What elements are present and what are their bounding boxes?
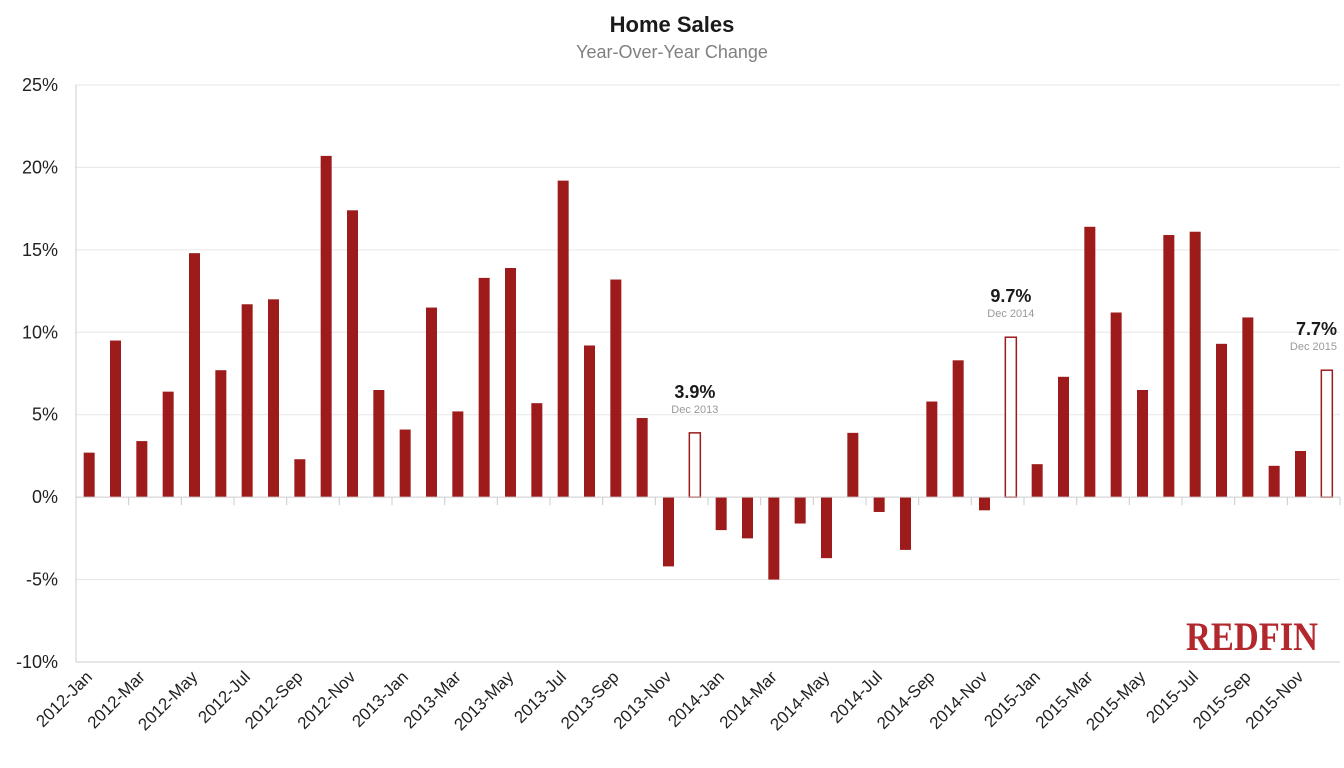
y-tick-label: 5% [32, 405, 58, 425]
bar-2012-Mar [136, 441, 148, 498]
y-tick-label: 10% [22, 322, 58, 342]
bar-2012-May [189, 253, 200, 498]
bar-2014-Jun [847, 432, 859, 498]
bar-2012-Jun [215, 370, 227, 498]
y-tick-label: -5% [26, 570, 58, 590]
annotation-value: 7.7% [1296, 319, 1337, 339]
bar-2012-Dec [373, 389, 385, 498]
bar-2014-Oct [952, 360, 964, 498]
x-axis-tick-labels: 2012-Jan2012-Mar2012-May2012-Jul2012-Sep… [32, 667, 1307, 734]
bar-2013-Feb [426, 307, 437, 498]
bar-2012-Nov [347, 210, 358, 498]
bar-2012-Sep [294, 459, 306, 498]
bar-2014-Aug [900, 497, 911, 550]
bar-2015-Jun [1163, 235, 1175, 498]
bar-2015-Aug [1216, 343, 1227, 498]
bar-2015-Mar [1084, 226, 1096, 498]
annotation-date: Dec 2014 [987, 308, 1034, 320]
bar-2012-Apr [162, 391, 174, 498]
bar-2015-Feb [1058, 376, 1069, 498]
bar-highlight-2015-Dec [1320, 369, 1334, 498]
bar-2014-Jan [715, 497, 727, 531]
bars [83, 155, 1334, 580]
bar-2014-Nov [979, 497, 990, 511]
bar-2015-Apr [1110, 312, 1122, 498]
bar-2015-Nov [1295, 450, 1306, 498]
bar-2013-Apr [478, 277, 490, 498]
bar-2014-Feb [742, 497, 753, 539]
bar-2014-Jul [873, 497, 885, 512]
annotation-date: Dec 2013 [671, 404, 718, 416]
bar-2013-Aug [584, 345, 595, 498]
y-tick-label: 25% [22, 75, 58, 95]
gridlines [76, 84, 1340, 581]
bar-2014-May [821, 497, 832, 559]
bar-2012-Jan [83, 452, 95, 498]
annotation-value: 3.9% [674, 382, 715, 402]
bar-2012-Oct [320, 155, 332, 498]
bar-2013-Nov [663, 497, 674, 567]
bar-2015-May [1137, 389, 1148, 498]
y-tick-label: -10% [16, 652, 58, 672]
bar-2013-Oct [636, 418, 648, 498]
bar-2015-Sep [1242, 317, 1254, 498]
bar-2015-Oct [1268, 465, 1280, 498]
bar-2012-Aug [268, 299, 279, 498]
bar-highlight-2013-Dec [688, 432, 702, 498]
bar-2012-Jul [241, 304, 253, 498]
bar-2013-Mar [452, 411, 464, 498]
bar-2013-Sep [610, 279, 622, 498]
redfin-logo: REDFIN [1186, 614, 1318, 659]
bar-2014-Apr [794, 497, 806, 524]
bar-2013-Jun [531, 403, 543, 498]
y-tick-label: 20% [22, 157, 58, 177]
bar-2013-Jan [399, 429, 411, 498]
bar-2013-Jul [557, 180, 569, 498]
bar-2013-May [505, 267, 516, 498]
annotation-value: 9.7% [990, 286, 1031, 306]
x-tick-label: 2015-Nov [1242, 667, 1308, 733]
annotations: 3.9% Dec 2013 9.7% Dec 2014 7.7% Dec 2015 [671, 286, 1337, 416]
y-axis-tick-labels: 25% 20% 15% 10% 5% 0% -5% -10% [16, 75, 58, 672]
bar-2015-Jan [1031, 464, 1043, 498]
bar-2014-Mar [768, 497, 780, 580]
chart-subtitle: Year-Over-Year Change [576, 42, 768, 62]
chart-title: Home Sales [610, 12, 735, 37]
bar-2015-Jul [1189, 231, 1201, 498]
bar-2014-Sep [926, 401, 938, 498]
x-tick-label: 2014-Nov [926, 667, 992, 733]
x-tick-label: 2012-Nov [294, 667, 360, 733]
axes [75, 85, 1341, 663]
bar-2012-Feb [110, 340, 121, 498]
y-tick-label: 15% [22, 240, 58, 260]
bar-highlight-2014-Dec [1004, 336, 1018, 498]
x-tick-label: 2013-Nov [610, 667, 676, 733]
annotation-date: Dec 2015 [1290, 341, 1337, 353]
y-tick-label: 0% [32, 487, 58, 507]
